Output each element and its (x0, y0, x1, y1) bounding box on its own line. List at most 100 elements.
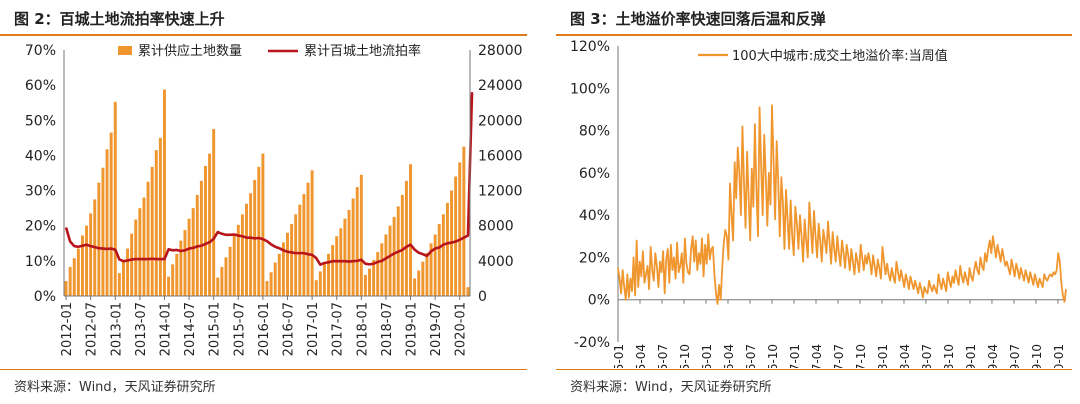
supply-bar (204, 165, 207, 296)
supply-bar (224, 257, 228, 296)
supply-bar (76, 248, 80, 296)
supply-bar (355, 187, 359, 296)
supply-bar (372, 259, 376, 296)
legend-swatch-bars (118, 46, 132, 55)
supply-bar (97, 182, 101, 296)
supply-bar (413, 278, 417, 296)
supply-bar (89, 213, 93, 296)
supply-bar (236, 224, 240, 296)
supply-bar (80, 235, 84, 296)
supply-bar (314, 280, 318, 296)
supply-bar (154, 150, 158, 296)
right-y-tick-label: 0 (478, 289, 487, 305)
supply-bar (351, 198, 355, 296)
x-tick-label: 2015-10 (678, 344, 692, 368)
supply-bar (220, 267, 224, 296)
y-tick-label: 100% (570, 81, 610, 97)
left-y-tick-label: 70% (25, 43, 56, 59)
supply-bar (290, 223, 294, 296)
supply-bar (368, 268, 371, 296)
y-tick-label: -20% (574, 335, 610, 351)
supply-bar (171, 264, 175, 296)
legend-label-line: 100大中城市:成交土地溢价率:当周值 (732, 48, 948, 64)
supply-bar (298, 204, 302, 296)
supply-bar (429, 243, 433, 296)
supply-bar (126, 248, 130, 296)
right-chart-title: 图 3：土地溢价率快速回落后温和反弹 (570, 10, 826, 28)
left-title-rule (0, 34, 527, 36)
supply-bar (376, 252, 380, 296)
left-y-tick-label: 10% (25, 254, 56, 270)
right-y-tick-label: 28000 (478, 43, 523, 59)
x-tick-label: 2017-04 (810, 344, 824, 368)
supply-bar (318, 271, 322, 296)
supply-bar (113, 101, 117, 296)
right-y-tick-label: 16000 (478, 148, 523, 164)
supply-bar (261, 153, 265, 296)
left-y-tick-label: 20% (25, 219, 56, 235)
supply-bar (327, 253, 330, 296)
supply-bar (146, 181, 150, 296)
x-tick-label: 2020-01 (454, 302, 469, 356)
y-tick-label: 60% (579, 166, 610, 182)
supply-bar (249, 193, 253, 296)
supply-bar (310, 170, 314, 296)
supply-bar (109, 132, 113, 296)
left-y-tick-label: 60% (25, 78, 56, 94)
supply-bar (134, 219, 138, 296)
supply-bar (245, 203, 248, 296)
right-y-tick-label: 12000 (478, 184, 523, 200)
x-tick-label: 2016-07 (282, 302, 297, 356)
right-chart-source: 资料来源：Wind，天风证券研究所 (570, 380, 772, 395)
supply-bar (454, 176, 458, 296)
supply-bar (232, 234, 236, 296)
supply-bar (175, 253, 179, 296)
supply-bar (445, 202, 449, 296)
supply-bar (228, 246, 232, 296)
supply-bar (322, 262, 326, 296)
right-y-tick-label: 20000 (478, 113, 523, 129)
supply-bar (240, 214, 244, 296)
supply-bar (335, 236, 339, 296)
right-chart-panel: 图 3：土地溢价率快速回落后温和反弹 -20% 0% 20% 40% 60% 80% 100… (556, 0, 1080, 404)
x-tick-label: 2017-10 (854, 344, 868, 368)
left-y-tick-label: 0% (34, 289, 56, 305)
supply-bar (142, 197, 146, 296)
supply-bar (462, 146, 466, 296)
right-chart: -20% 0% 20% 40% 60% 80% 100% 120% 2015-01 2015-04… (570, 39, 1067, 368)
supply-bar (117, 273, 121, 296)
supply-bar (121, 260, 125, 296)
supply-bar (183, 230, 187, 296)
supply-bar (68, 267, 72, 296)
supply-bar (281, 242, 285, 296)
supply-bar (294, 214, 298, 296)
y-tick-label: 0% (588, 293, 610, 309)
supply-bar (273, 262, 277, 296)
supply-bar (417, 270, 421, 296)
supply-bar (179, 240, 183, 296)
supply-bar (167, 276, 171, 296)
supply-bar (388, 225, 392, 296)
x-tick-label: 2017-07 (331, 302, 346, 356)
x-tick-label: 2016-10 (766, 344, 780, 368)
supply-bar (208, 153, 212, 296)
supply-bar (466, 287, 470, 296)
supply-bar (130, 233, 134, 296)
x-tick-label: 2014-01 (158, 302, 173, 356)
supply-bar (425, 252, 429, 296)
x-tick-label: 2016-04 (722, 344, 736, 368)
x-tick-label: 2015-01 (612, 344, 626, 368)
supply-bar (150, 166, 154, 296)
x-tick-label: 2016-01 (700, 344, 714, 368)
x-tick-label: 2012-01 (60, 302, 75, 356)
supply-bar (384, 234, 388, 296)
x-tick-label: 2018-04 (898, 344, 912, 368)
x-tick-label: 2018-01 (876, 344, 890, 368)
left-y-tick-label: 40% (25, 148, 56, 164)
supply-bar (163, 89, 166, 296)
supply-bar (458, 162, 462, 296)
supply-bar (331, 245, 335, 296)
supply-bar (64, 281, 68, 296)
x-tick-label: 2019-04 (986, 344, 1000, 368)
x-tick-label: 2020-01 (1052, 344, 1066, 368)
